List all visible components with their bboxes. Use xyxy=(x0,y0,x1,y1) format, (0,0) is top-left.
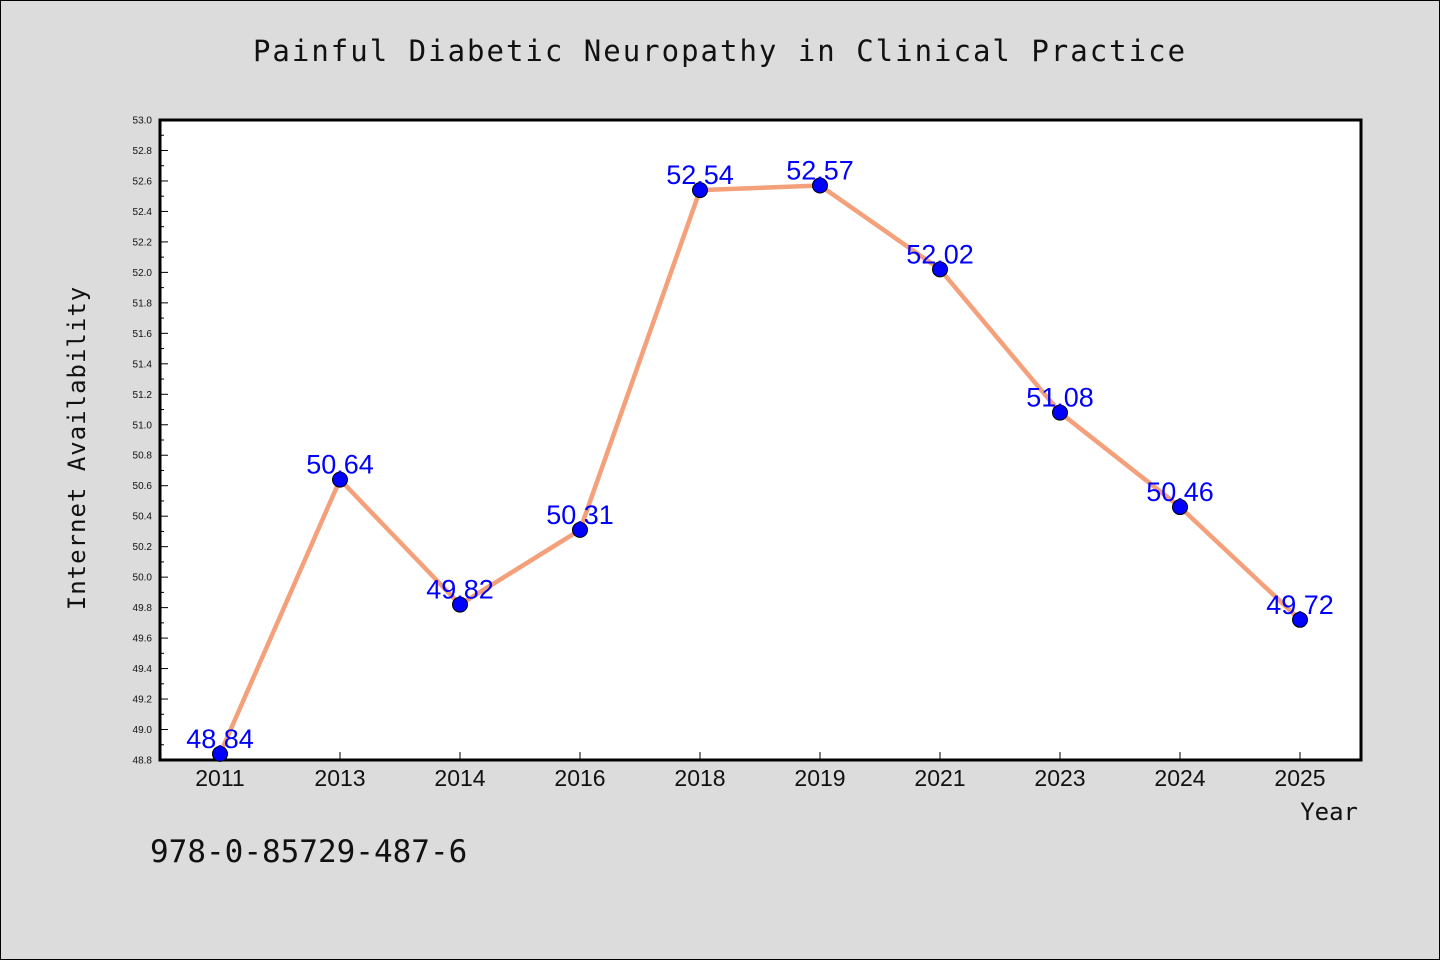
data-label: 50.46 xyxy=(1146,477,1214,507)
isbn-label: 978-0-85729-487-6 xyxy=(150,834,468,870)
y-tick-label: 49.8 xyxy=(133,603,153,614)
y-tick-label: 53.0 xyxy=(133,116,153,127)
data-point xyxy=(572,521,588,538)
plot-area xyxy=(158,118,1363,762)
data-label: 49.82 xyxy=(426,575,494,605)
y-tick-label: 50.0 xyxy=(133,573,153,584)
y-tick-label: 52.8 xyxy=(133,146,153,157)
x-tick-label: 2024 xyxy=(1154,765,1205,791)
data-label: 50.31 xyxy=(546,500,614,530)
y-tick-label: 51.0 xyxy=(133,420,153,431)
y-tick-label: 52.6 xyxy=(133,176,153,187)
data-label: 52.02 xyxy=(906,239,974,269)
x-tick-label: 2025 xyxy=(1274,765,1325,791)
y-tick-label: 50.2 xyxy=(133,542,153,553)
x-axis: 2011 2013 2014 2016 2018 2019 2021 2023 2024 2025 xyxy=(195,752,1326,791)
y-tick-label: 49.2 xyxy=(133,695,153,706)
data-point xyxy=(332,471,348,488)
y-tick-label: 50.6 xyxy=(133,481,153,492)
data-label: 49.72 xyxy=(1266,590,1334,620)
x-tick-label: 2023 xyxy=(1034,765,1085,791)
y-tick-label: 51.6 xyxy=(133,329,153,340)
data-labels: 48.84 50.64 49.82 50.31 52.54 52.57 52.02 51.08… xyxy=(186,156,1334,754)
x-tick-label: 2016 xyxy=(554,765,605,791)
y-tick-label: 51.8 xyxy=(133,298,153,309)
x-tick-label: 2021 xyxy=(914,765,965,791)
y-tick-label: 51.2 xyxy=(133,390,153,401)
x-tick-label: 2014 xyxy=(434,765,485,791)
series-markers xyxy=(212,177,1308,762)
y-tick-label: 49.0 xyxy=(133,725,153,736)
data-label: 52.57 xyxy=(786,156,854,186)
y-tick-label: 49.4 xyxy=(133,664,153,675)
data-label: 48.84 xyxy=(186,724,254,754)
data-point xyxy=(212,745,228,762)
x-tick-label: 2013 xyxy=(314,765,365,791)
y-tick-label: 52.0 xyxy=(133,268,153,279)
data-label: 51.08 xyxy=(1026,383,1094,413)
series-line xyxy=(217,183,1303,757)
y-axis: 48.8 49.0 49.2 49.4 49.6 49.8 50.0 50.2 50.4 50.6… xyxy=(133,116,168,767)
y-tick-label: 50.8 xyxy=(133,451,153,462)
y-tick-label: 51.4 xyxy=(133,359,153,370)
data-label: 50.64 xyxy=(306,450,374,480)
data-point xyxy=(1052,404,1068,421)
y-tick-label: 50.4 xyxy=(133,512,153,523)
x-axis-label: Year xyxy=(1300,798,1358,826)
y-tick-label: 48.8 xyxy=(133,756,153,767)
y-axis-label: Internet Availability xyxy=(63,286,91,610)
data-point xyxy=(812,177,828,194)
data-point xyxy=(1172,499,1188,516)
x-tick-label: 2018 xyxy=(674,765,725,791)
y-tick-label: 52.4 xyxy=(133,207,153,218)
data-point xyxy=(932,261,948,278)
series-polyline xyxy=(217,183,1303,757)
y-tick-label: 49.6 xyxy=(133,634,153,645)
data-point xyxy=(452,596,468,613)
y-tick-label: 52.2 xyxy=(133,237,153,248)
x-tick-label: 2011 xyxy=(195,765,244,791)
chart-title: Painful Diabetic Neuropathy in Clinical … xyxy=(252,34,1188,68)
data-point xyxy=(692,182,708,199)
data-label: 52.54 xyxy=(666,160,734,190)
x-tick-label: 2019 xyxy=(794,765,845,791)
data-point xyxy=(1292,611,1308,628)
